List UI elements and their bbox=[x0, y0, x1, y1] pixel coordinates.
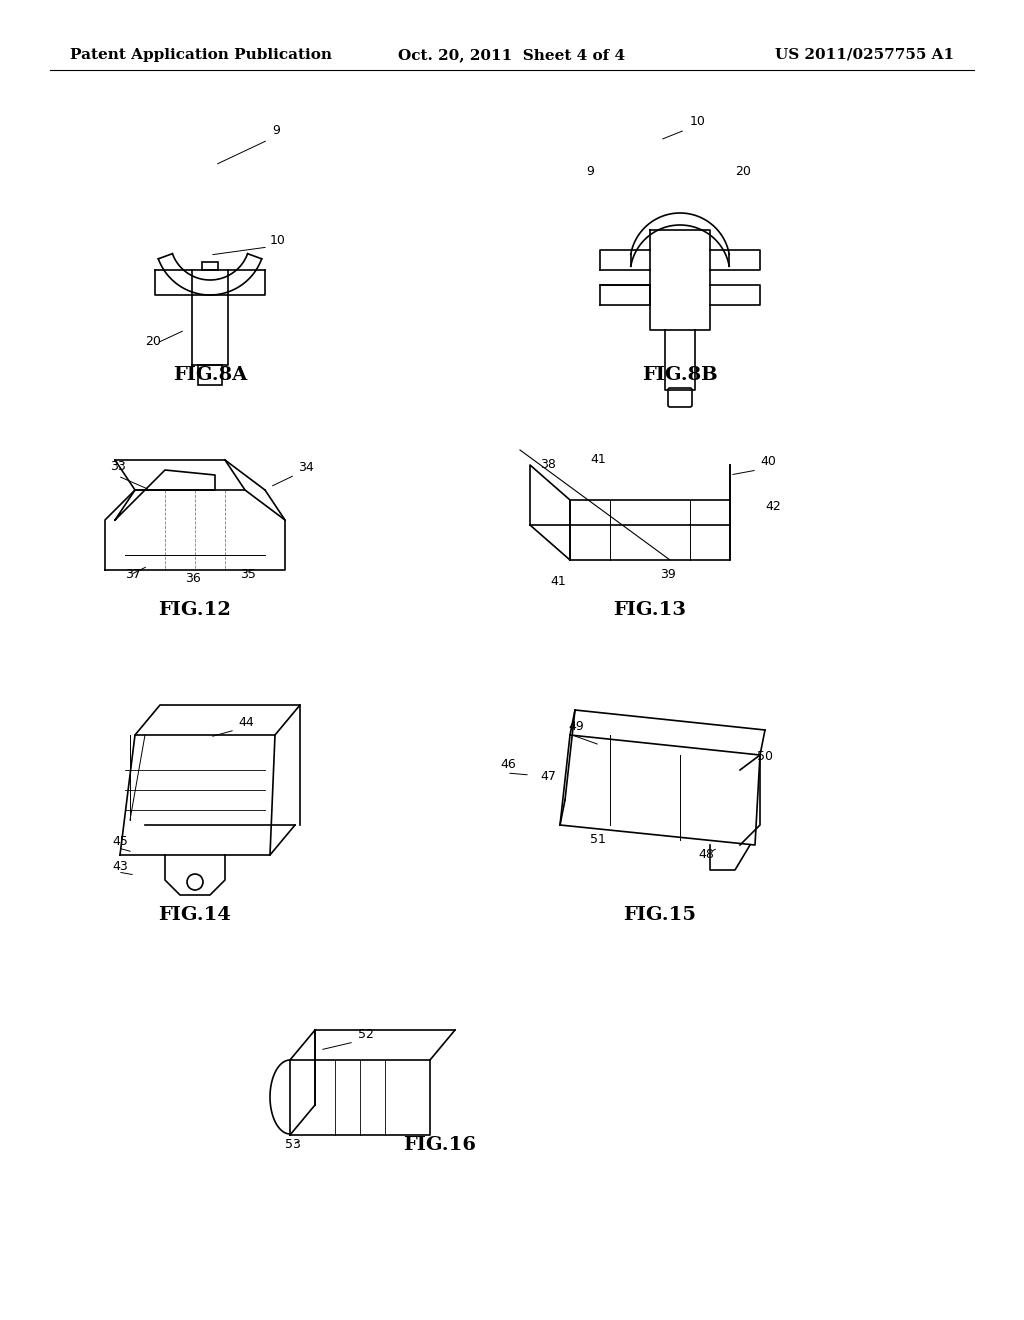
Text: Oct. 20, 2011  Sheet 4 of 4: Oct. 20, 2011 Sheet 4 of 4 bbox=[398, 48, 626, 62]
Text: FIG.12: FIG.12 bbox=[159, 601, 231, 619]
Text: 49: 49 bbox=[568, 719, 584, 733]
Text: 50: 50 bbox=[757, 750, 773, 763]
Text: 45: 45 bbox=[112, 836, 128, 847]
Text: 46: 46 bbox=[500, 758, 516, 771]
Text: 33: 33 bbox=[110, 459, 126, 473]
Circle shape bbox=[187, 874, 203, 890]
Text: 39: 39 bbox=[660, 568, 676, 581]
FancyBboxPatch shape bbox=[668, 388, 692, 407]
Text: 10: 10 bbox=[270, 234, 286, 247]
Text: 20: 20 bbox=[735, 165, 751, 178]
Text: 9: 9 bbox=[586, 165, 594, 178]
Text: 35: 35 bbox=[240, 568, 256, 581]
Bar bbox=[202, 261, 218, 271]
Text: 42: 42 bbox=[765, 500, 780, 513]
Text: US 2011/0257755 A1: US 2011/0257755 A1 bbox=[775, 48, 954, 62]
Text: 53: 53 bbox=[285, 1138, 301, 1151]
Text: 20: 20 bbox=[145, 335, 161, 348]
Text: Patent Application Publication: Patent Application Publication bbox=[70, 48, 332, 62]
Text: 47: 47 bbox=[540, 770, 556, 783]
Text: FIG.8A: FIG.8A bbox=[173, 366, 247, 384]
Text: 51: 51 bbox=[590, 833, 606, 846]
Text: 43: 43 bbox=[112, 861, 128, 873]
Text: FIG.15: FIG.15 bbox=[624, 906, 696, 924]
Text: 41: 41 bbox=[590, 453, 606, 466]
Text: FIG.14: FIG.14 bbox=[159, 906, 231, 924]
Text: 41: 41 bbox=[550, 576, 565, 587]
Text: FIG.8B: FIG.8B bbox=[642, 366, 718, 384]
Text: 10: 10 bbox=[690, 115, 706, 128]
Text: 44: 44 bbox=[238, 715, 254, 729]
Text: 40: 40 bbox=[760, 455, 776, 469]
Text: 34: 34 bbox=[298, 461, 313, 474]
Text: 48: 48 bbox=[698, 847, 714, 861]
Text: FIG.16: FIG.16 bbox=[403, 1137, 476, 1154]
Text: 38: 38 bbox=[540, 458, 556, 471]
Text: 52: 52 bbox=[358, 1028, 374, 1041]
Text: 36: 36 bbox=[185, 572, 201, 585]
Text: 37: 37 bbox=[125, 568, 141, 581]
Bar bbox=[198, 366, 222, 385]
Text: FIG.13: FIG.13 bbox=[613, 601, 686, 619]
Text: 9: 9 bbox=[272, 124, 280, 137]
